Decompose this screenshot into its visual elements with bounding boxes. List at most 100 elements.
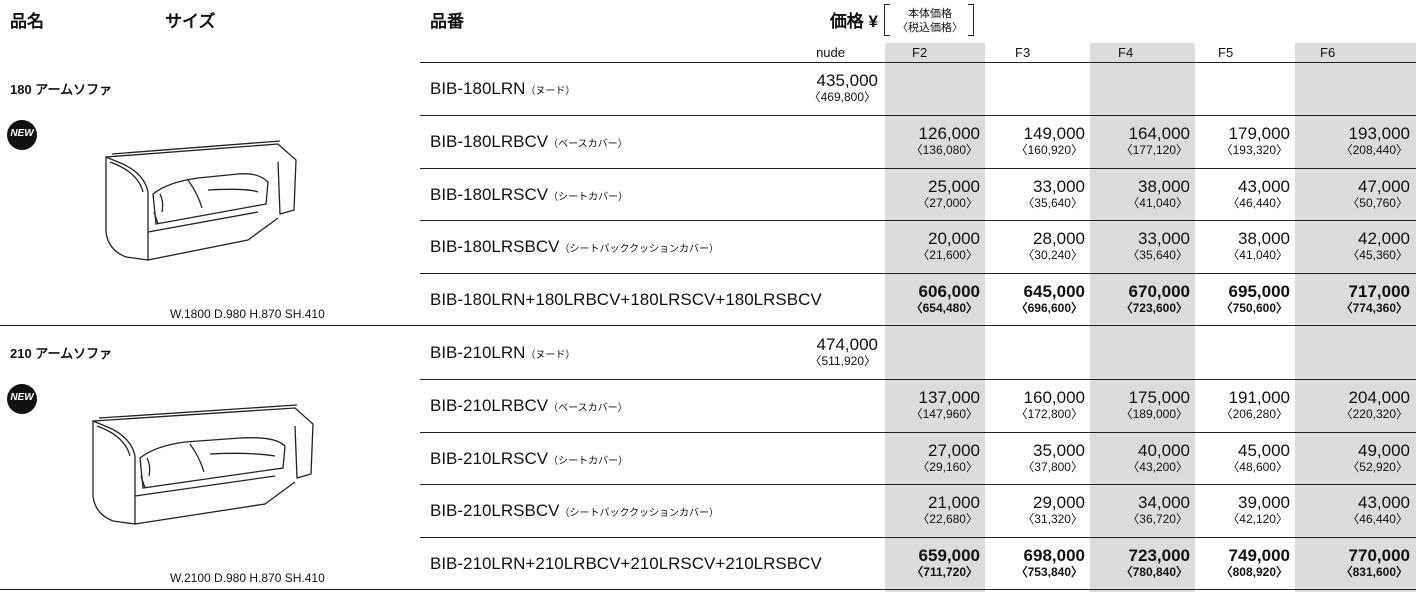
- header-price: 価格 ¥: [829, 12, 878, 31]
- badge: NEW: [7, 120, 37, 150]
- sofa-illustration: [105, 140, 297, 261]
- price: 670,000: [1128, 282, 1190, 301]
- tax-price: 〈193,320〉: [1220, 143, 1288, 157]
- row-rule: [420, 432, 1416, 433]
- tax-price: 〈206,280〉: [1220, 407, 1288, 421]
- product-code: BIB-210LRN（ヌード）: [430, 343, 576, 362]
- tax-price: 〈50,760〉: [1347, 196, 1408, 210]
- row-rule: [420, 168, 1416, 169]
- tax-price: 〈208,440〉: [1340, 143, 1408, 157]
- price: 717,000: [1348, 282, 1410, 301]
- tax-price: 〈30,240〉: [1022, 248, 1083, 262]
- price: 33,000: [1033, 177, 1085, 196]
- code-suffix: （シートバッククッションカバー）: [559, 244, 720, 255]
- price: 34,000: [1138, 493, 1190, 512]
- price: 35,000: [1033, 441, 1085, 460]
- price: 38,000: [1138, 177, 1190, 196]
- price: 27,000: [928, 441, 980, 460]
- price: 49,000: [1358, 441, 1410, 460]
- price: 33,000: [1138, 229, 1190, 248]
- tax-price: 〈469,800〉: [808, 90, 876, 104]
- product-code: BIB-180LRN（ヌード）: [430, 79, 576, 98]
- price: 645,000: [1023, 282, 1085, 301]
- tax-price: 〈48,600〉: [1227, 460, 1288, 474]
- code-suffix: （ヌード）: [525, 350, 576, 361]
- price: 45,000: [1238, 441, 1290, 460]
- price: 698,000: [1023, 546, 1085, 565]
- row-rule: [420, 220, 1416, 221]
- price: 42,000: [1358, 229, 1410, 248]
- price: 40,000: [1138, 441, 1190, 460]
- price: 695,000: [1228, 282, 1290, 301]
- tax-price: 〈22,680〉: [917, 512, 978, 526]
- tax-price: 〈177,120〉: [1120, 143, 1188, 157]
- price: 43,000: [1358, 493, 1410, 512]
- price: 606,000: [918, 282, 980, 301]
- section-rule: [0, 589, 1416, 590]
- price: 126,000: [918, 124, 980, 143]
- tax-price: 〈46,440〉: [1347, 512, 1408, 526]
- price: 193,000: [1348, 124, 1410, 143]
- tax-price: 〈511,920〉: [809, 354, 877, 368]
- dimensions: W.1800 D.980 H.870 SH.410: [170, 307, 325, 321]
- code-suffix: （シートカバー）: [548, 192, 629, 203]
- price: 149,000: [1023, 124, 1085, 143]
- tax-price: 〈160,920〉: [1015, 143, 1083, 157]
- badge-text: NEW: [10, 128, 34, 139]
- price: 474,000: [816, 335, 878, 354]
- product-code: BIB-180LRSBCV（シートバッククッションカバー）: [430, 237, 720, 256]
- tax-price: 〈21,600〉: [917, 248, 978, 262]
- tax-price: 〈147,960〉: [910, 407, 978, 421]
- header-grade: F2: [912, 45, 928, 60]
- price: 47,000: [1358, 177, 1410, 196]
- code-suffix: （シートカバー）: [548, 456, 629, 467]
- product-code: BIB-180LRBCV（ベースカバー）: [430, 132, 628, 151]
- row-rule: [420, 484, 1416, 485]
- header-note-tax: 〈税込価格〉: [897, 22, 963, 34]
- tax-price: 〈753,840〉: [1015, 565, 1083, 579]
- tax-price: 〈46,440〉: [1227, 196, 1288, 210]
- code-suffix: （ベースカバー）: [548, 139, 628, 150]
- header-grade: F4: [1118, 45, 1134, 60]
- price: 21,000: [928, 493, 980, 512]
- header-size: サイズ: [165, 12, 216, 31]
- row-rule: [420, 379, 1416, 380]
- grade-column-shade: [1090, 43, 1195, 592]
- tax-price: 〈31,320〉: [1022, 512, 1083, 526]
- tax-price: 〈27,000〉: [917, 196, 978, 210]
- product-code: BIB-210LRSCV（シートカバー）: [430, 449, 629, 468]
- header-grade: F3: [1015, 45, 1031, 60]
- price: 659,000: [918, 546, 980, 565]
- product-name: 180 アームソファ: [10, 82, 113, 97]
- badge-text: NEW: [10, 392, 34, 403]
- price: 749,000: [1228, 546, 1290, 565]
- tax-price: 〈42,120〉: [1227, 512, 1288, 526]
- code-suffix: （ヌード）: [525, 86, 576, 97]
- header-grade: F5: [1218, 45, 1234, 60]
- price: 43,000: [1238, 177, 1290, 196]
- tax-price: 〈808,920〉: [1220, 565, 1288, 579]
- price: 38,000: [1238, 229, 1290, 248]
- price: 723,000: [1128, 546, 1190, 565]
- section-rule: [0, 325, 1416, 326]
- grade-column-shade: [885, 43, 985, 592]
- price: 435,000: [816, 71, 878, 90]
- tax-price: 〈35,640〉: [1127, 248, 1188, 262]
- tax-price: 〈696,600〉: [1015, 301, 1083, 315]
- header-note-main: 本体価格: [908, 8, 952, 20]
- product-code: BIB-210LRBCV（ベースカバー）: [430, 396, 628, 415]
- product-name: 210 アームソファ: [10, 346, 113, 361]
- tax-price: 〈37,800〉: [1022, 460, 1083, 474]
- tax-price: 〈36,720〉: [1127, 512, 1188, 526]
- code-suffix: （シートバッククッションカバー）: [559, 508, 720, 519]
- tax-price: 〈43,200〉: [1127, 460, 1188, 474]
- tax-price: 〈774,360〉: [1340, 301, 1408, 315]
- tax-price: 〈220,320〉: [1340, 407, 1408, 421]
- tax-price: 〈189,000〉: [1120, 407, 1188, 421]
- sofa-illustration: [92, 404, 314, 525]
- price: 204,000: [1348, 388, 1410, 407]
- tax-price: 〈52,920〉: [1347, 460, 1408, 474]
- tax-price: 〈780,840〉: [1120, 565, 1188, 579]
- total-code: BIB-180LRN+180LRBCV+180LRSCV+180LRSBCV: [430, 290, 822, 309]
- total-code: BIB-210LRN+210LRBCV+210LRSCV+210LRSBCV: [430, 554, 822, 573]
